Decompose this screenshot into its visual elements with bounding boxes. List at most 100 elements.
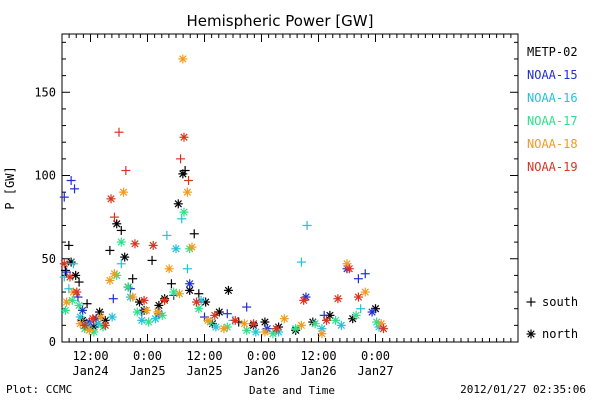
- star-stroke-d2: [204, 316, 212, 325]
- star-stroke-d2: [121, 253, 129, 261]
- series-metp-02: [60, 166, 380, 335]
- north-point: [141, 305, 151, 315]
- plot-credit: Plot: CCMC: [6, 383, 73, 396]
- star-stroke-d2: [142, 306, 151, 315]
- star-stroke-d2: [172, 245, 180, 253]
- x-tick-label-time: 12:00: [186, 349, 222, 363]
- legend-item-noaa-15: NOAA-15: [527, 68, 578, 82]
- star-stroke-d2: [240, 320, 249, 328]
- south-point: [62, 267, 72, 277]
- north-point: [360, 287, 370, 297]
- star-stroke-d2: [337, 321, 345, 330]
- marks-layer: [59, 54, 388, 339]
- star-stroke-d2: [75, 301, 83, 310]
- north-point: [333, 294, 343, 304]
- south-point: [182, 264, 192, 274]
- north-point: [123, 282, 133, 292]
- south-point: [194, 289, 204, 299]
- north-point: [112, 219, 122, 229]
- south-point: [302, 220, 312, 230]
- north-point: [291, 324, 301, 334]
- star-stroke-d2: [280, 315, 288, 323]
- north-point: [148, 240, 158, 250]
- series-noaa-18: [62, 54, 386, 339]
- north-point: [65, 272, 75, 282]
- north-point: [194, 304, 204, 314]
- south-point: [121, 166, 131, 176]
- x-tick-label-time: 0:00: [361, 349, 390, 363]
- star-stroke-d2: [129, 293, 137, 301]
- north-point: [210, 310, 220, 320]
- star-stroke-d2: [224, 286, 233, 295]
- north-point: [321, 315, 331, 325]
- star-stroke-d2: [66, 273, 74, 281]
- north-point: [74, 300, 84, 310]
- south-point: [147, 255, 157, 265]
- star-stroke-d2: [73, 288, 81, 296]
- north-point: [344, 264, 354, 274]
- north-point: [144, 317, 154, 327]
- north-point: [139, 295, 149, 305]
- south-point: [177, 214, 187, 224]
- north-point: [80, 320, 90, 330]
- north-point: [378, 324, 388, 334]
- north-point: [88, 314, 98, 324]
- south-point: [60, 265, 70, 275]
- star-stroke-d2: [252, 328, 260, 336]
- south-point: [66, 176, 76, 186]
- north-point: [203, 315, 213, 325]
- north-point: [526, 329, 536, 339]
- north-point: [185, 279, 195, 289]
- north-point: [128, 292, 138, 302]
- star-stroke-d2: [106, 276, 114, 285]
- north-point: [169, 287, 179, 297]
- y-tick-label: 0: [49, 335, 56, 349]
- south-point: [70, 184, 80, 194]
- star-stroke-d2: [527, 330, 535, 338]
- x-tick-label-date: Jan24: [72, 364, 108, 378]
- south-point: [68, 259, 78, 269]
- star-stroke-d2: [119, 188, 128, 196]
- south-point: [64, 240, 74, 250]
- x-tick-label-time: 0:00: [133, 349, 162, 363]
- north-point: [116, 237, 126, 247]
- x-axis-label: Date and Time: [249, 384, 335, 397]
- south-point: [353, 274, 363, 284]
- south-point: [296, 257, 306, 267]
- north-point: [351, 310, 361, 320]
- north-point: [317, 329, 327, 339]
- star-stroke-d2: [211, 311, 219, 320]
- north-point: [367, 307, 377, 317]
- south-point: [189, 229, 199, 239]
- south-point: [242, 302, 252, 312]
- north-point: [310, 319, 320, 329]
- north-point: [120, 252, 130, 262]
- south-point: [82, 299, 92, 309]
- star-stroke-d2: [318, 330, 326, 338]
- series-noaa-15: [59, 176, 377, 334]
- star-stroke-d2: [368, 308, 376, 316]
- star-stroke-d2: [297, 321, 306, 330]
- north-point: [230, 315, 240, 325]
- north-point: [164, 264, 174, 274]
- star-stroke-d2: [231, 316, 239, 325]
- legend-item-metp-02: METP-02: [527, 45, 578, 59]
- north-point: [179, 207, 189, 217]
- star-stroke-d2: [195, 305, 203, 313]
- north-point: [214, 307, 224, 317]
- star-stroke-d2: [361, 288, 369, 296]
- symbol-legend-south: south: [542, 295, 578, 309]
- north-point: [119, 187, 129, 197]
- north-point: [260, 327, 270, 337]
- star-stroke-d2: [110, 270, 119, 278]
- north-point: [223, 285, 233, 295]
- north-point: [268, 329, 278, 339]
- north-point: [130, 239, 140, 249]
- south-point: [184, 176, 194, 186]
- star-stroke-d2: [300, 296, 308, 305]
- north-point: [249, 319, 259, 329]
- north-point: [75, 312, 85, 322]
- star-stroke-d2: [158, 311, 166, 320]
- star-stroke-d2: [180, 208, 188, 216]
